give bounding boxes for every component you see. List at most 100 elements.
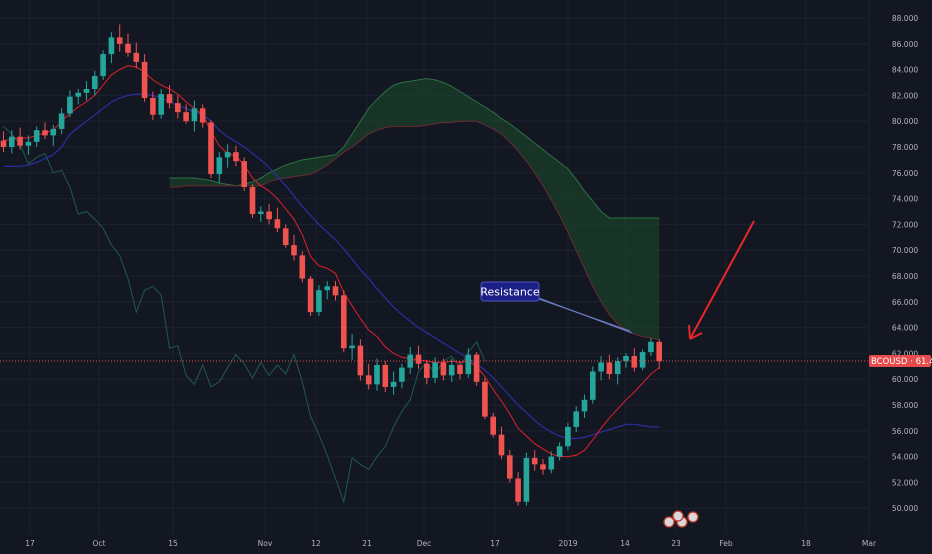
- candle-body: [565, 426, 571, 447]
- event-marker-icon[interactable]: [672, 510, 684, 522]
- candle-body: [233, 152, 239, 162]
- candle-body: [108, 37, 115, 55]
- candle: [25, 135, 32, 155]
- candle-body: [498, 434, 505, 456]
- candle-body: [623, 355, 629, 362]
- candle-body: [407, 354, 413, 368]
- candle: [407, 346, 413, 375]
- price-tick-label: 50.000: [892, 504, 918, 513]
- price-tick-label: 78.000: [892, 143, 918, 152]
- candle-body: [656, 341, 662, 362]
- candle-body: [282, 228, 289, 246]
- candle: [440, 358, 447, 381]
- candle: [17, 127, 23, 150]
- resistance-leader-line-2: [538, 298, 631, 332]
- candle-body: [341, 295, 347, 349]
- candle-body: [307, 278, 314, 313]
- resistance-callout[interactable]: [480, 281, 540, 302]
- price-tick-label: 76.000: [892, 169, 918, 178]
- candle: [282, 224, 289, 248]
- event-markers[interactable]: [663, 510, 699, 528]
- candle: [465, 348, 472, 378]
- candle-body: [183, 112, 189, 122]
- candle: [490, 412, 496, 438]
- candle-body: [473, 354, 480, 382]
- price-tick-label: 80.000: [892, 117, 918, 126]
- candle: [507, 450, 513, 483]
- price-tick-label: 58.000: [892, 401, 918, 410]
- candle: [50, 125, 57, 146]
- candle: [424, 359, 430, 385]
- time-tick-label: Nov: [258, 539, 273, 548]
- candle-body: [141, 61, 148, 98]
- price-tick-label: 60.000: [892, 375, 918, 384]
- candle-body: [166, 94, 173, 104]
- candle: [233, 145, 239, 167]
- arrow-head: [688, 324, 703, 340]
- time-tick-label: 14: [620, 539, 630, 548]
- candle-body: [133, 52, 140, 62]
- annotations: Resistance: [480, 220, 755, 340]
- chikou-line: [3, 126, 486, 504]
- candle-body: [399, 367, 405, 382]
- candle: [324, 281, 330, 300]
- candle: [199, 104, 206, 128]
- candle-body: [125, 43, 131, 53]
- candle: [125, 33, 131, 57]
- time-tick-label: Feb: [719, 539, 733, 548]
- candle: [108, 32, 115, 64]
- candle-body: [374, 365, 380, 385]
- candle-body: [25, 141, 32, 146]
- candle: [556, 442, 563, 461]
- candle: [365, 363, 372, 390]
- candle: [349, 334, 355, 360]
- kijun-line: [3, 93, 660, 440]
- candle-body: [291, 245, 297, 256]
- candle: [150, 91, 156, 120]
- time-tick-label: 18: [801, 539, 811, 548]
- event-marker-icon[interactable]: [663, 516, 675, 528]
- candle: [316, 285, 322, 316]
- candle: [498, 426, 505, 460]
- symbol-price-badge: BCOUSD · 61.410: [869, 355, 932, 368]
- price-tick-label: 56.000: [892, 427, 918, 436]
- grid-lines: [0, 0, 870, 534]
- candle: [224, 144, 231, 168]
- candle-body: [432, 362, 438, 378]
- candle: [249, 184, 256, 218]
- candle-body: [0, 140, 7, 147]
- price-tick-label: 62.000: [892, 349, 918, 358]
- candle: [448, 358, 455, 382]
- candle-body: [299, 255, 306, 279]
- candle: [332, 281, 339, 301]
- time-tick-label: Oct: [93, 539, 106, 548]
- candle-body: [208, 122, 214, 175]
- candle: [614, 357, 621, 385]
- candle-body: [100, 54, 106, 77]
- candle: [457, 361, 463, 380]
- time-tick-label: 17: [490, 539, 500, 548]
- price-axis[interactable]: 50.000 52.000 54.000 56.000 58.000 60.000 62.0…: [892, 14, 918, 513]
- candle: [58, 108, 65, 135]
- time-tick-label: 17: [25, 539, 35, 548]
- candle-body: [241, 161, 247, 187]
- candle: [581, 394, 588, 418]
- time-axis[interactable]: 17 Oct 15 Nov 12 21 Dec 17 2019 14 23 Feb 18 Mar: [25, 539, 877, 548]
- candle: [432, 357, 438, 384]
- candle: [183, 104, 189, 124]
- price-tick-label: 74.000: [892, 195, 918, 204]
- candle: [175, 95, 181, 119]
- cloud-span-b: [169, 120, 660, 340]
- price-tick-label: 52.000: [892, 478, 918, 487]
- candle: [565, 423, 571, 451]
- candle: [158, 88, 164, 119]
- candle-body: [581, 399, 588, 412]
- candle-body: [365, 375, 372, 385]
- candle: [100, 50, 106, 80]
- event-marker-icon[interactable]: [687, 511, 699, 523]
- candle-body: [224, 152, 231, 158]
- candle: [92, 70, 98, 96]
- candle: [307, 276, 314, 316]
